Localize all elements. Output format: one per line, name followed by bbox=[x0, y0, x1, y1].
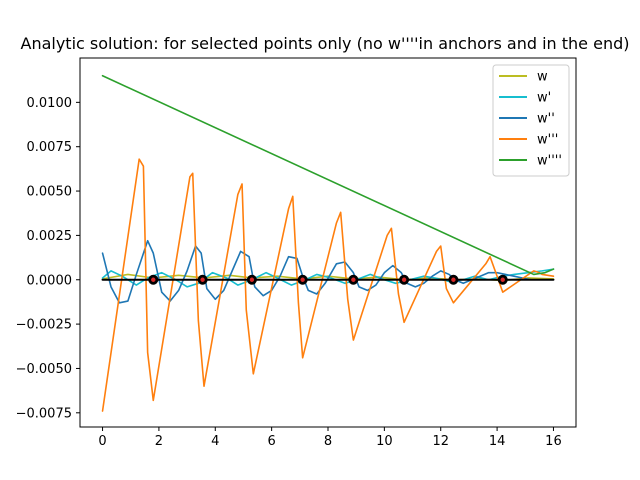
anchor-point-center bbox=[451, 277, 456, 282]
series-line-3 bbox=[101, 239, 541, 304]
x-tick-label: 6 bbox=[267, 434, 275, 449]
anchor-point-center bbox=[401, 277, 407, 282]
y-tick-label: 0.0000 bbox=[27, 273, 73, 288]
legend-label: w''' bbox=[537, 133, 558, 148]
series-line-4 bbox=[101, 158, 555, 412]
legend-label: w bbox=[537, 70, 548, 85]
anchor-point-center bbox=[351, 277, 356, 282]
anchor-point-center bbox=[151, 277, 156, 282]
legend-label: w' bbox=[537, 91, 551, 106]
y-tick-label: 0.0050 bbox=[27, 185, 73, 200]
x-tick-label: 0 bbox=[98, 434, 106, 449]
y-tick-label: −0.0075 bbox=[16, 406, 72, 421]
x-tick-label: 16 bbox=[545, 434, 562, 449]
anchor-point-center bbox=[500, 277, 505, 282]
axes: 0 2 4 6 8 10 12 14 16 −0.0075 −0.0050 −0.0025 0.0000… bbox=[16, 57, 577, 449]
legend-label: w'''' bbox=[537, 154, 562, 169]
legend-label: w'' bbox=[537, 112, 555, 127]
legend-box bbox=[492, 64, 570, 177]
y-tick-label: −0.0050 bbox=[16, 362, 72, 377]
y-tick-label: 0.0025 bbox=[27, 229, 73, 244]
anchor-point-center bbox=[200, 277, 205, 282]
y-tick-label: −0.0025 bbox=[16, 318, 72, 333]
plot-area bbox=[101, 74, 555, 412]
chart-title: Analytic solution: for selected points o… bbox=[21, 34, 630, 53]
plot-content bbox=[101, 74, 555, 412]
x-tick-label: 2 bbox=[155, 434, 163, 449]
y-tick-label: 0.0100 bbox=[27, 96, 73, 111]
x-tick-label: 8 bbox=[324, 434, 332, 449]
anchor-point-center bbox=[249, 277, 255, 282]
legend: w w' w'' w''' w'''' bbox=[492, 64, 570, 177]
anchor-point-center bbox=[300, 277, 305, 282]
x-tick-label: 12 bbox=[432, 434, 449, 449]
x-tick-label: 14 bbox=[489, 434, 506, 449]
series-line-5 bbox=[101, 74, 555, 276]
x-tick-label: 10 bbox=[376, 434, 393, 449]
y-tick-label: 0.0075 bbox=[27, 140, 73, 155]
x-tick-label: 4 bbox=[211, 434, 219, 449]
